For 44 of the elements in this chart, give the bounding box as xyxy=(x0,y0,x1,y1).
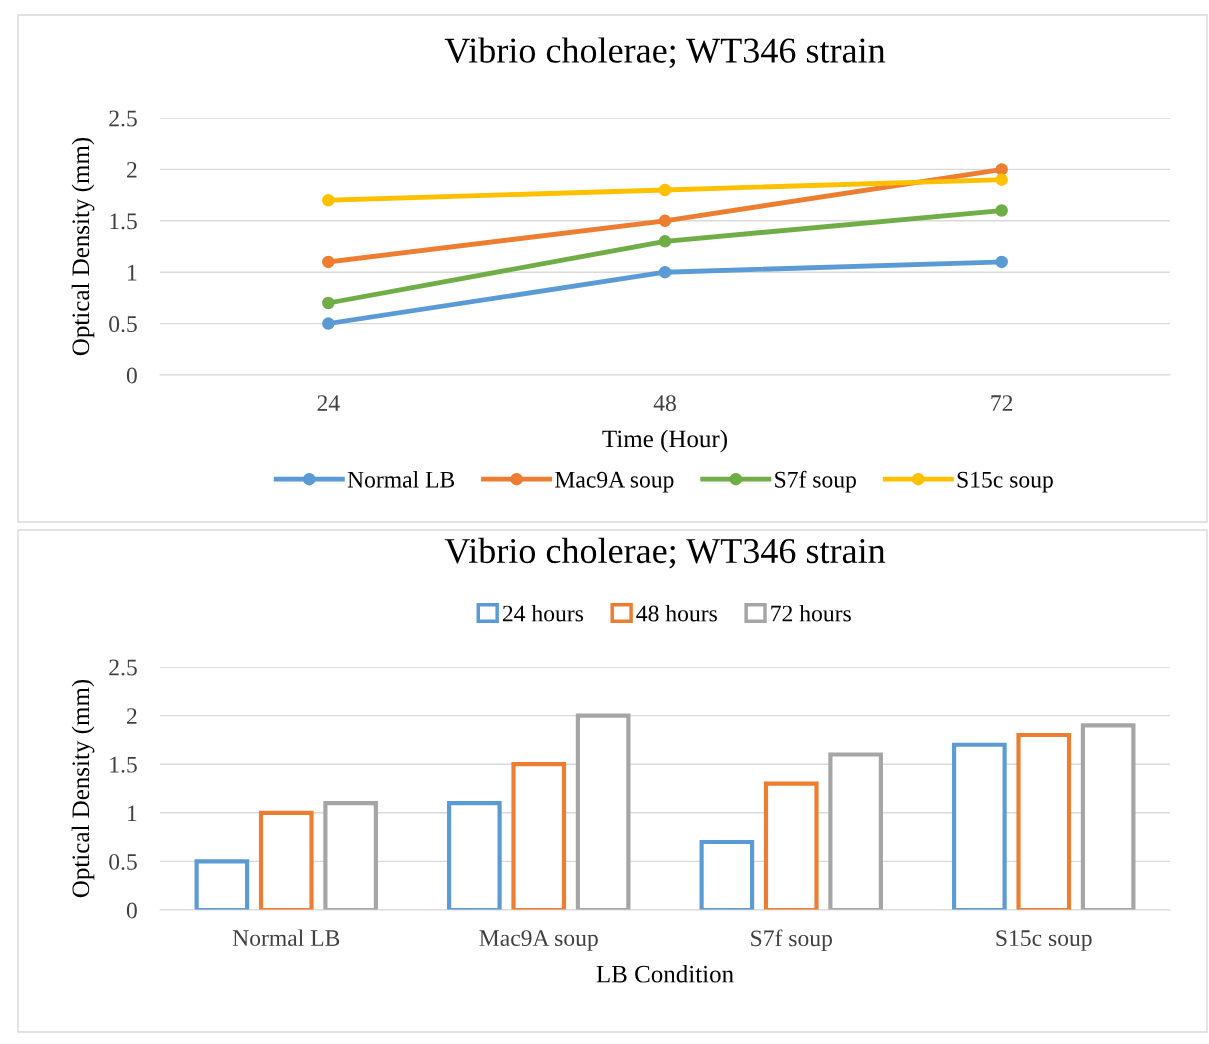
point xyxy=(322,193,335,207)
y-tick-label: 0.5 xyxy=(109,316,137,333)
y-tick-label: 0.5 xyxy=(109,853,137,870)
y-tick-label: 2.5 xyxy=(109,110,137,127)
x-tick-label: S15c soup xyxy=(996,930,1092,951)
x-tick-label: 48 xyxy=(653,395,676,412)
y-tick-label: 1 xyxy=(128,805,137,821)
point xyxy=(658,235,672,248)
y-tick-label: 1.5 xyxy=(110,213,137,230)
point xyxy=(995,204,1008,217)
legend-label: 72 hours xyxy=(771,604,851,622)
point xyxy=(995,173,1008,186)
y-tick-label: 1.5 xyxy=(110,756,137,773)
y-axis-title: Optical Density (mm) xyxy=(71,137,95,356)
point xyxy=(658,214,672,228)
x-axis-title: LB Condition xyxy=(596,964,734,983)
chart-title: Vibrio cholerae; WT346 strain xyxy=(444,37,886,68)
point xyxy=(322,255,335,269)
y-tick-label: 2 xyxy=(127,161,137,178)
point xyxy=(322,296,335,310)
y-tick-label: 0 xyxy=(126,902,137,919)
x-tick-label: Normal LB xyxy=(232,929,340,947)
y-tick-label: 0 xyxy=(126,367,137,384)
point xyxy=(658,183,672,197)
x-tick-label: 24 xyxy=(317,395,340,411)
x-tick-label: S7f soup xyxy=(751,929,832,952)
point xyxy=(658,265,672,279)
y-tick-label: 2.5 xyxy=(109,659,137,676)
y-tick-label: 2 xyxy=(127,708,137,724)
point xyxy=(995,163,1008,176)
legend-label: S15c soup xyxy=(957,471,1053,493)
legend-label: S7f soup xyxy=(775,470,856,493)
x-tick-label: 72 xyxy=(991,395,1013,411)
y-axis-title: Optical Density (mm) xyxy=(71,679,95,898)
legend-label: Mac9A soup xyxy=(555,471,674,493)
x-axis-title: Time (Hour) xyxy=(602,429,727,453)
legend-label: 48 hours xyxy=(636,604,717,622)
point xyxy=(995,255,1008,269)
x-tick-label: Mac9A soup xyxy=(479,930,598,951)
legend-label: Normal LB xyxy=(347,471,455,488)
legend-label: 24 hours xyxy=(502,604,584,622)
y-tick-label: 1 xyxy=(128,264,137,281)
chart-title: Vibrio cholerae; WT346 strain xyxy=(444,537,886,569)
point xyxy=(322,317,335,330)
